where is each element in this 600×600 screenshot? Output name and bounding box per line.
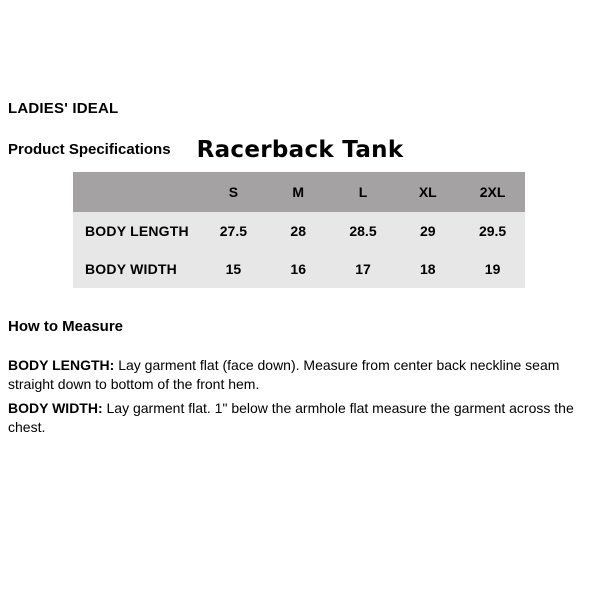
- brand-label: LADIES' IDEAL: [8, 100, 119, 117]
- instruction-term-body-length: BODY LENGTH:: [8, 357, 115, 373]
- section-label: Product Specifications: [8, 141, 171, 158]
- column-header-s: S: [228, 184, 239, 200]
- instruction-term-body-width: BODY WIDTH:: [8, 400, 103, 416]
- instruction-text-body-width: Lay garment flat. 1" below the armhole f…: [8, 400, 574, 435]
- body-length-xl: 29: [420, 223, 436, 239]
- table-row-body-length: BODY LENGTH 27.5 28 28.5 29 29.5: [73, 212, 525, 250]
- instruction-body-length: BODY LENGTH: Lay garment flat (face down…: [8, 356, 598, 394]
- row-label-body-length: BODY LENGTH: [85, 223, 189, 239]
- instruction-text-body-length: Lay garment flat (face down). Measure fr…: [8, 357, 560, 392]
- product-title: Racerback Tank: [196, 137, 404, 163]
- column-header-m: M: [292, 184, 305, 200]
- body-length-l: 28.5: [349, 223, 377, 239]
- column-header-xl: XL: [418, 184, 437, 200]
- measure-instructions: BODY LENGTH: Lay garment flat (face down…: [8, 356, 598, 442]
- table-row-body-width: BODY WIDTH 15 16 17 18 19: [73, 250, 525, 288]
- body-length-m: 28: [290, 223, 306, 239]
- how-to-measure-heading: How to Measure: [8, 318, 124, 335]
- body-width-2xl: 19: [484, 261, 501, 277]
- body-width-m: 16: [290, 261, 306, 277]
- body-length-s: 27.5: [219, 223, 248, 239]
- row-label-body-width: BODY WIDTH: [85, 261, 177, 277]
- body-width-s: 15: [225, 261, 242, 277]
- size-chart-header-row: S M L XL 2XL: [73, 172, 525, 212]
- column-header-l: L: [358, 184, 368, 200]
- size-chart-corner-cell: [73, 172, 201, 212]
- title-row: Product Specifications Racerback Tank: [0, 128, 600, 163]
- instruction-body-width: BODY WIDTH: Lay garment flat. 1" below t…: [8, 399, 598, 437]
- size-chart-table: S M L XL 2XL BODY LENGTH 27.5 28 28.5 29…: [73, 172, 525, 288]
- body-width-l: 17: [355, 261, 371, 277]
- body-width-xl: 18: [420, 261, 436, 277]
- column-header-2xl: 2XL: [479, 184, 506, 200]
- body-length-2xl: 29.5: [478, 223, 507, 239]
